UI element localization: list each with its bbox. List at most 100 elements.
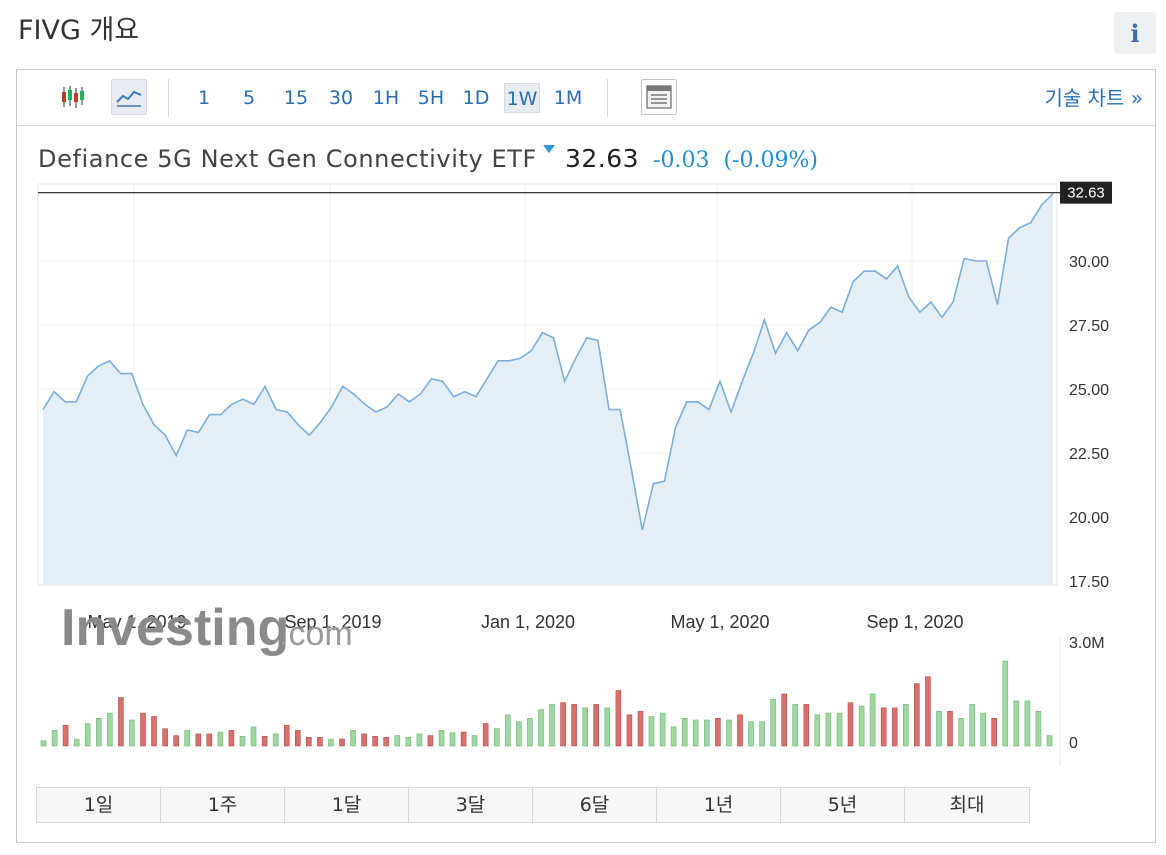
volume-bar — [737, 714, 743, 747]
last-price: 32.63 — [564, 144, 640, 173]
range-button-5[interactable]: 1년 — [657, 788, 781, 822]
volume-bar — [228, 730, 235, 747]
volume-bar — [272, 733, 279, 747]
range-button-1[interactable]: 1주 — [161, 788, 285, 822]
volume-bar — [715, 717, 721, 747]
volume-bar — [527, 717, 533, 747]
volume-bar — [460, 731, 467, 747]
volume-bar — [294, 730, 301, 747]
volume-bar — [880, 707, 887, 747]
volume-bar — [748, 721, 754, 747]
volume-bar — [604, 707, 611, 747]
volume-bar — [980, 712, 987, 747]
x-tick-label: Jan 1, 2020 — [481, 612, 575, 632]
range-button-0[interactable]: 1일 — [37, 788, 161, 822]
volume-bar — [637, 710, 644, 747]
volume-bar — [847, 702, 854, 747]
range-button-2[interactable]: 1달 — [285, 788, 409, 822]
volume-bar — [206, 733, 213, 747]
volume-bar — [781, 693, 788, 747]
timeframe-1h[interactable]: 1H — [372, 87, 400, 109]
volume-bar — [582, 707, 589, 747]
volume-bar — [1013, 700, 1020, 747]
timeframe-1w[interactable]: 1W — [504, 83, 540, 113]
volume-bar — [1046, 735, 1053, 747]
volume-bar — [350, 730, 356, 747]
volume-bar — [648, 716, 655, 747]
timeframe-5h[interactable]: 5H — [417, 87, 445, 109]
volume-bar — [969, 704, 975, 747]
technical-chart-link[interactable]: 기술 차트 » — [1044, 86, 1143, 110]
volume-bar — [317, 736, 323, 747]
volume-bar — [549, 704, 555, 747]
timeframe-1[interactable]: 1 — [197, 87, 211, 109]
x-tick-label: May 1, 2020 — [670, 612, 769, 632]
price-change: -0.03 — [653, 148, 710, 173]
volume-bar — [792, 704, 799, 747]
volume-bar — [140, 712, 146, 747]
x-tick-label: Sep 1, 2020 — [866, 612, 963, 632]
volume-bar — [902, 704, 909, 747]
volume-bar — [107, 712, 113, 747]
volume-bar — [51, 730, 58, 747]
volume-bar — [217, 731, 224, 747]
volume-bar — [328, 738, 334, 747]
volume-bar — [151, 716, 157, 747]
volume-bar — [449, 732, 456, 747]
volume-bar — [538, 709, 544, 747]
x-tick-label: Sep 1, 2019 — [284, 612, 381, 632]
volume-bar — [759, 721, 765, 747]
volume-bar — [184, 730, 190, 747]
volume-bar — [62, 724, 69, 747]
last-price-tag — [1060, 181, 1112, 204]
volume-bar — [195, 733, 202, 747]
info-icon[interactable]: i — [1114, 12, 1156, 54]
volume-bar — [173, 735, 179, 747]
line-chart-icon[interactable] — [111, 79, 147, 115]
volume-bar — [681, 717, 688, 747]
volume-bar — [1035, 710, 1042, 747]
volume-bar — [593, 704, 600, 747]
timeframe-1d[interactable]: 1D — [462, 87, 490, 109]
volume-bar — [913, 683, 920, 747]
timeframe-30[interactable]: 30 — [328, 87, 354, 109]
toolbar-divider — [168, 79, 169, 117]
quote-header: Defiance 5G Next Gen Connectivity ETF 32.… — [38, 144, 818, 173]
volume-bar — [516, 721, 522, 747]
volume-bar — [803, 704, 810, 747]
volume-bar — [659, 712, 666, 747]
volume-bar — [947, 710, 953, 747]
chart-layout-icon[interactable] — [641, 79, 677, 115]
timeframe-5[interactable]: 5 — [242, 87, 256, 109]
volume-bar — [670, 726, 677, 747]
range-button-4[interactable]: 6달 — [533, 788, 657, 822]
price-area-fill — [43, 193, 1053, 584]
candlestick-chart-icon[interactable] — [55, 79, 91, 115]
volume-bar — [405, 736, 412, 747]
volume-bar — [261, 735, 268, 747]
toolbar-divider — [607, 79, 608, 117]
range-button-3[interactable]: 3달 — [409, 788, 533, 822]
volume-bar — [73, 738, 80, 747]
volume-bar — [493, 728, 500, 747]
y-tick-label: 17.50 — [1069, 574, 1109, 591]
page-title: FIVG 개요 — [18, 15, 140, 46]
price-chart[interactable]: 32.63 30.00 27.50 25.00 22.50 20.00 17.50 May … — [17, 180, 1155, 830]
timeframe-1m[interactable]: 1M — [553, 87, 583, 109]
watermark: Investing .com — [61, 599, 353, 657]
volume-bar — [394, 735, 401, 747]
last-price-label: 32.63 — [1067, 185, 1105, 202]
volume-bar — [305, 736, 312, 747]
volume-bar — [427, 735, 434, 747]
volume-bar — [825, 712, 832, 747]
volume-max-label: 3.0M — [1069, 635, 1105, 652]
volume-bar — [958, 717, 964, 747]
down-arrow-icon — [542, 145, 555, 153]
volume-bar — [118, 697, 124, 747]
volume-bar — [40, 740, 47, 747]
range-button-6[interactable]: 5년 — [781, 788, 905, 822]
range-button-7[interactable]: 최대 — [905, 788, 1029, 822]
timeframe-15[interactable]: 15 — [283, 87, 309, 109]
range-selector: 1일 1주 1달 3달 6달 1년 5년 최대 — [36, 787, 1030, 823]
volume-bar — [615, 690, 622, 747]
